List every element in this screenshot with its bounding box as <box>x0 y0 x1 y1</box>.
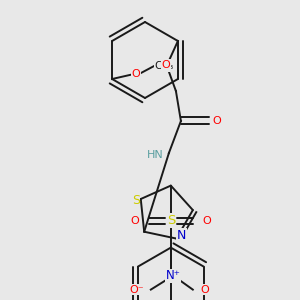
Text: S: S <box>132 194 140 208</box>
Text: O: O <box>200 285 209 295</box>
Text: O: O <box>202 216 211 226</box>
Text: S: S <box>167 214 175 227</box>
Text: O⁻: O⁻ <box>130 285 144 295</box>
Text: O: O <box>161 60 170 70</box>
Text: O: O <box>212 116 221 126</box>
Text: O: O <box>132 69 140 79</box>
Text: CH₃: CH₃ <box>154 61 174 71</box>
Text: HN: HN <box>146 150 163 160</box>
Text: N: N <box>177 229 186 242</box>
Text: O: O <box>130 216 139 226</box>
Text: N⁺: N⁺ <box>165 269 180 282</box>
